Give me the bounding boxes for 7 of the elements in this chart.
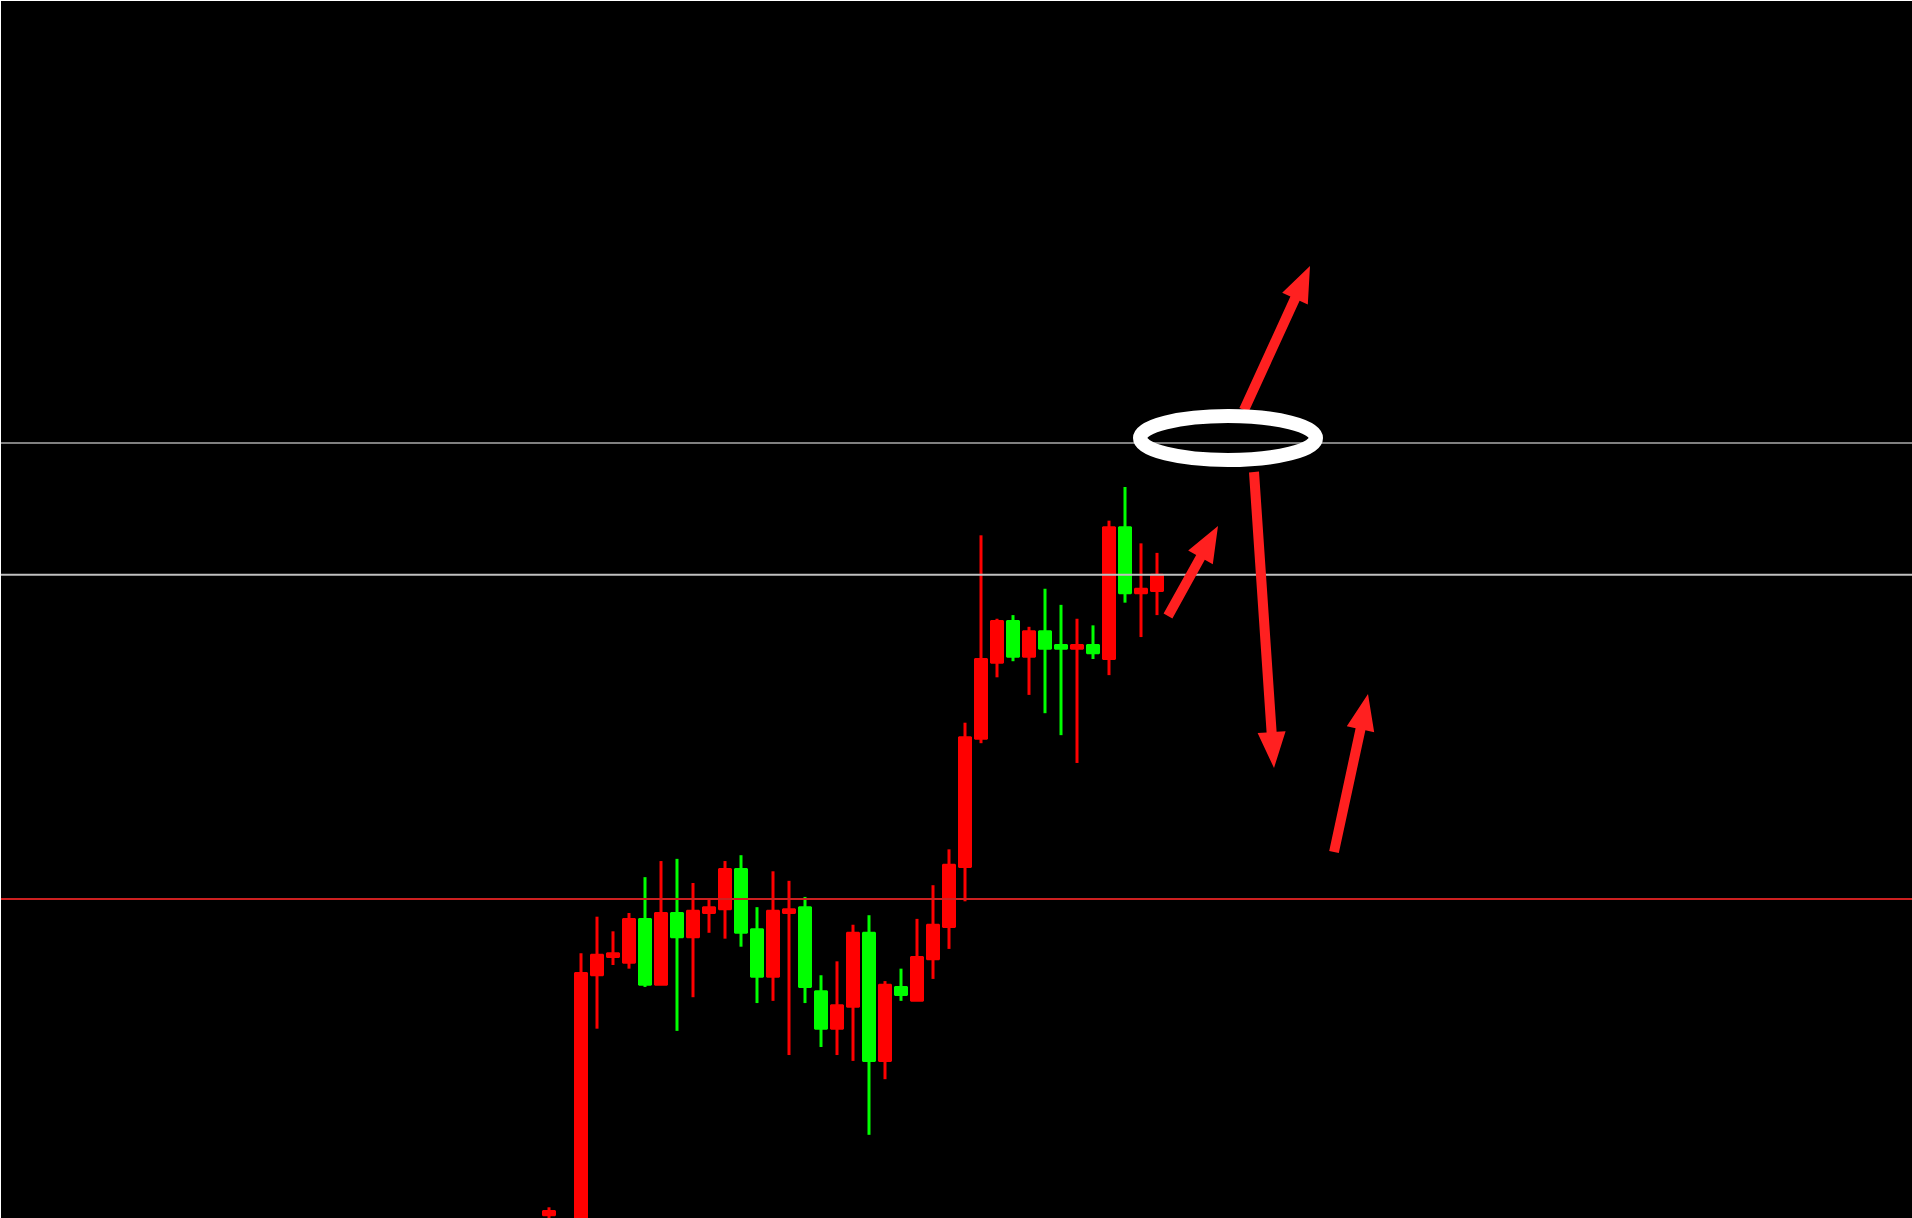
candlestick [1086,623,1100,661]
candlestick [670,857,684,1033]
candlestick [814,973,828,1049]
candlestick [894,967,908,1003]
candlestick [1070,617,1084,765]
candlestick [1006,613,1020,663]
candlestick [1022,625,1036,697]
